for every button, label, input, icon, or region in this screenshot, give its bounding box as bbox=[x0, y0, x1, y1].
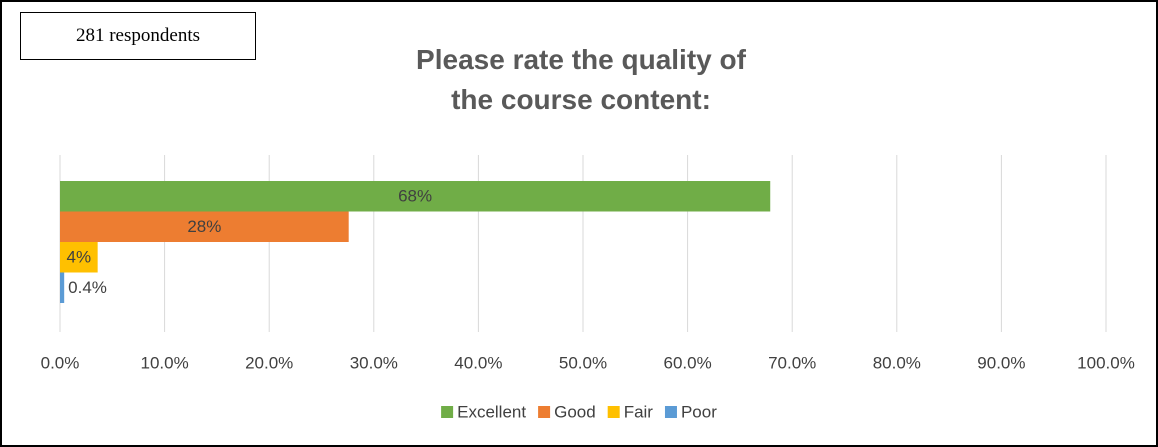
legend-swatch bbox=[664, 406, 677, 418]
bar bbox=[60, 272, 65, 303]
chart-title: Please rate the quality of the course co… bbox=[416, 44, 746, 115]
bar bbox=[60, 211, 349, 242]
x-tick-label: 40.0% bbox=[454, 353, 502, 372]
legend-swatch bbox=[538, 406, 551, 418]
x-tick-label: 50.0% bbox=[559, 353, 607, 372]
legend-label: Fair bbox=[624, 402, 654, 421]
bar bbox=[60, 181, 771, 212]
data-label: 68% bbox=[398, 187, 432, 206]
data-label: 0.4% bbox=[68, 278, 107, 297]
x-tick-label: 20.0% bbox=[245, 353, 293, 372]
legend-swatch bbox=[441, 406, 454, 418]
x-tick-label: 70.0% bbox=[768, 353, 816, 372]
legend-label: Excellent bbox=[457, 402, 526, 421]
x-tick-label: 90.0% bbox=[977, 353, 1025, 372]
x-tick-label: 10.0% bbox=[140, 353, 188, 372]
x-tick-label: 0.0% bbox=[41, 353, 80, 372]
legend-label: Poor bbox=[681, 402, 717, 421]
legend-label: Good bbox=[554, 402, 596, 421]
annotation: 281 respondents bbox=[20, 12, 256, 60]
legend-swatch bbox=[607, 406, 620, 418]
data-label: 4% bbox=[67, 248, 92, 267]
data-label: 28% bbox=[187, 217, 221, 236]
x-tick-label: 100.0% bbox=[1077, 353, 1135, 372]
x-tick-label: 60.0% bbox=[663, 353, 711, 372]
x-tick-label: 80.0% bbox=[873, 353, 921, 372]
bar bbox=[60, 242, 98, 273]
x-tick-label: 30.0% bbox=[350, 353, 398, 372]
